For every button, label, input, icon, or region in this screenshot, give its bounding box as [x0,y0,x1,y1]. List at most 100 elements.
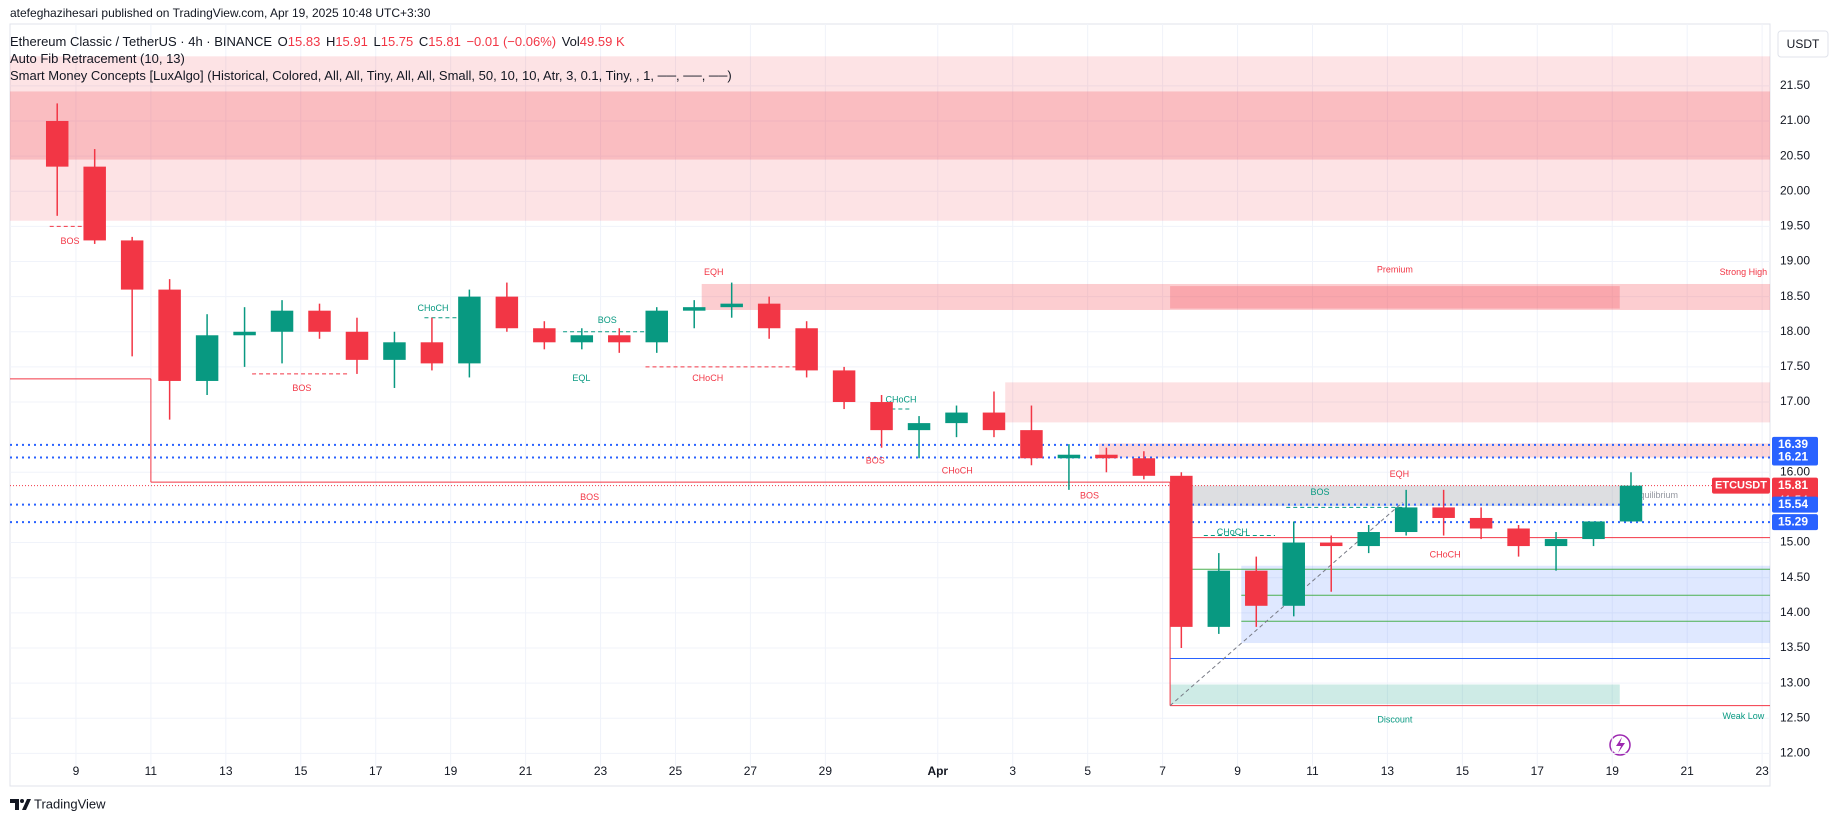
candle-body [195,335,219,381]
x-tick-label: 21 [1681,764,1695,778]
zone [1170,684,1620,705]
y-tick-label: 21.00 [1780,113,1810,127]
y-tick-label: 15.00 [1780,535,1810,549]
x-tick-label: 11 [145,764,158,778]
zone [1170,485,1620,507]
candle-body [1132,458,1156,476]
y-tick-label: 16.00 [1780,464,1810,478]
y-tick-label: 20.00 [1780,183,1810,197]
annotation: BOS [866,455,885,465]
x-tick-label: 17 [1531,764,1545,778]
x-tick-label: 9 [1234,764,1241,778]
x-tick-label: 25 [669,764,683,778]
h-label: H [325,34,336,49]
annotation: Discount [1377,715,1413,725]
y-tick-label: 12.00 [1780,746,1810,760]
symbol-tag: ETCUSDT [1715,480,1767,492]
candle-body [795,328,818,371]
indicator[interactable]: Auto Fib Retracement (10, 13) [10,51,185,66]
annotation: BOS [1080,491,1099,501]
x-tick-label: 19 [444,764,458,778]
x-tick-label: 13 [219,764,233,778]
annotation: CHoCH [942,465,973,475]
o-label: O [277,34,288,49]
price-label: 15.54 [1778,497,1808,511]
candle-body [1207,570,1231,627]
candle-body [757,303,781,329]
y-tick-label: 18.00 [1780,324,1810,338]
x-tick-label: 11 [1306,764,1319,778]
price-label: 15.81 [1778,478,1808,492]
zone [701,283,1770,310]
candle-body [1319,542,1343,547]
candle-body [645,310,668,343]
candle-body [158,289,181,381]
vol-label: Vol [561,34,580,49]
annotation: Equilibrium [1633,490,1678,500]
annotation: EQH [704,267,724,277]
y-tick-label: 12.50 [1780,710,1810,724]
x-tick-label: 27 [744,764,758,778]
price-label-bg [1772,514,1818,531]
candle-body [1394,507,1418,533]
candle-body [383,342,406,360]
x-tick-label: 15 [294,764,308,778]
candle-body [1057,454,1081,459]
x-tick-label: 7 [1159,764,1166,778]
candle-body [458,296,481,364]
annotation: CHoCH [418,303,449,313]
lightning-icon[interactable] [1609,734,1631,756]
x-tick-label: 5 [1084,764,1091,778]
x-tick-label: 3 [1009,764,1016,778]
y-tick-label: 14.50 [1780,570,1810,584]
price-label-bg [1772,436,1818,453]
candle-body [907,423,931,431]
candle-body [1582,521,1605,540]
y-tick-label: 20.50 [1780,148,1810,162]
logo-mark [10,799,31,810]
candle-body [982,412,1006,431]
candle-body [1245,570,1268,606]
price-label: 16.21 [1778,450,1808,464]
annotation: BOS [292,383,311,393]
candle-body [608,335,631,343]
brand: TradingView [34,796,106,811]
icon-ring [1609,734,1631,756]
y-tick-label: 19.00 [1780,254,1810,268]
candle-body [720,303,743,308]
indicator[interactable]: Smart Money Concepts [LuxAlgo] (Historic… [10,68,732,83]
tv-logo [10,799,31,810]
y-tick-label: 13.50 [1780,640,1810,654]
price-label: 16.39 [1778,437,1808,451]
annotation: CHoCH [692,373,723,383]
annotation: Premium [1377,264,1413,274]
price-label-bg [1772,496,1818,513]
candles [45,103,1643,648]
y-tick-label: 13.00 [1780,675,1810,689]
candle-body [1282,542,1305,606]
y-tick-label: 14.00 [1780,605,1810,619]
currency-button[interactable] [1777,30,1829,58]
zone [1241,565,1770,644]
x-tick-label: 13 [1381,764,1395,778]
y-tick-label: 17.50 [1780,359,1810,373]
candle-body [420,342,444,364]
low: 15.75 [380,34,414,49]
candle-body [1095,454,1118,459]
annotation: BOS [1310,487,1329,497]
annotation: Strong High [1720,267,1768,277]
candle-body [570,335,594,343]
x-tick-label: 23 [1755,764,1769,778]
currency: USDT [1787,37,1820,51]
y-tick-label: 18.50 [1780,289,1810,303]
candle-body [308,310,331,332]
x-tick-label: 21 [519,764,533,778]
y-tick-label: 17.00 [1780,394,1810,408]
annotation: EQL [572,373,590,383]
candle-body [495,296,519,329]
candle-body [682,307,706,311]
high: 15.91 [335,34,368,49]
candle-body [1357,532,1380,547]
y-tick-label: 21.50 [1780,78,1810,92]
